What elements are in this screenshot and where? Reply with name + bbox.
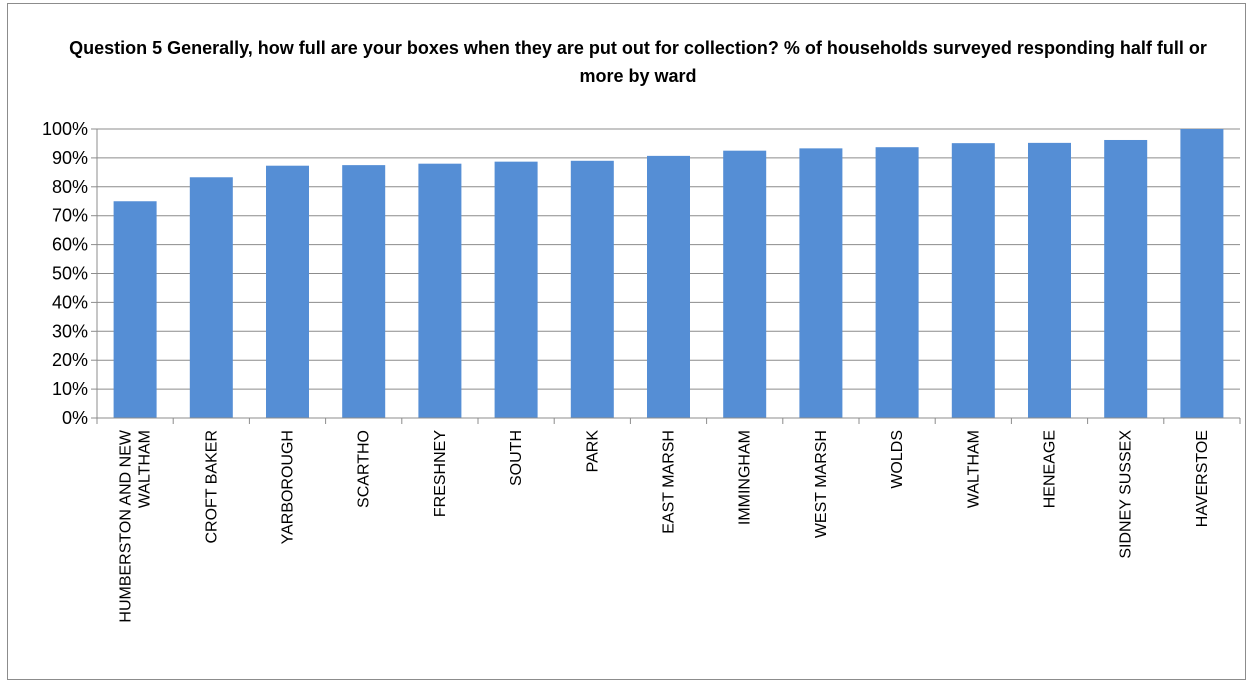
y-tick-label: 30% <box>52 321 88 341</box>
bar-9 <box>723 150 767 419</box>
y-tick-label: 20% <box>52 350 88 370</box>
x-category-label: EAST MARSH <box>661 430 678 534</box>
bar-15 <box>1180 129 1224 418</box>
y-tick-label: 0% <box>62 408 88 428</box>
x-category-label: HAVERSTOE <box>1194 430 1211 527</box>
bar-11 <box>875 147 919 418</box>
bar-12 <box>951 143 995 418</box>
x-category-label-line: SIDNEY SUSSEX <box>1118 430 1135 559</box>
y-tick-label: 80% <box>52 177 88 197</box>
bar-2 <box>189 177 233 418</box>
x-category-label-line: WEST MARSH <box>813 430 830 538</box>
x-category-label: HUMBERSTON AND NEW WALTHAM <box>118 429 154 623</box>
x-category-label-line: CROFT BAKER <box>203 430 220 544</box>
x-category-label-line: SCARTHO <box>356 430 373 508</box>
x-category-label-line: HENEAGE <box>1042 430 1059 508</box>
x-category-label-line: WALTHAM <box>965 430 982 508</box>
y-tick-label: 10% <box>52 379 88 399</box>
x-category-label-line: EAST MARSH <box>661 430 678 534</box>
x-category-label: SCARTHO <box>356 430 373 508</box>
x-category-label: IMMINGHAM <box>737 430 754 525</box>
bar-10 <box>799 148 843 418</box>
x-category-label: WALTHAM <box>965 430 982 508</box>
x-category-label-line: WALTHAM <box>137 430 154 508</box>
chart-title: Question 5 Generally, how full are your … <box>69 38 1207 86</box>
bar-3 <box>266 165 309 418</box>
y-tick-label: 60% <box>52 235 88 255</box>
bar-1 <box>113 201 157 418</box>
x-category-label-line: HAVERSTOE <box>1194 430 1211 527</box>
x-category-label: WOLDS <box>889 430 906 489</box>
bar-6 <box>494 161 538 419</box>
x-category-label-line: YARBOROUGH <box>280 430 297 544</box>
x-category-label-line: PARK <box>584 430 601 473</box>
bar-14 <box>1104 139 1148 418</box>
x-category-label-line: SOUTH <box>508 430 525 486</box>
x-category-label: CROFT BAKER <box>203 430 220 544</box>
y-tick-label: 40% <box>52 292 88 312</box>
x-category-label: PARK <box>584 430 601 473</box>
bar-5 <box>418 163 462 418</box>
x-category-label-line: WOLDS <box>889 430 906 489</box>
bar-8 <box>647 155 690 418</box>
x-category-label: SIDNEY SUSSEX <box>1118 430 1135 559</box>
x-category-label: WEST MARSH <box>813 430 830 538</box>
bar-13 <box>1028 142 1071 418</box>
bar-chart: 0% 10% 20% 30% 40% 50% 60% 70% 80% 90% 100% HUMBERS… <box>42 119 1241 623</box>
x-category-label: HENEAGE <box>1042 430 1059 508</box>
y-tick-label: 70% <box>52 206 88 226</box>
x-category-label-line: IMMINGHAM <box>737 430 754 525</box>
x-category-label: SOUTH <box>508 430 525 486</box>
x-category-label-line: HUMBERSTON AND NEW <box>118 429 135 623</box>
x-category-label: FRESHNEY <box>432 430 449 517</box>
y-tick-label: 90% <box>52 148 88 168</box>
bar-4 <box>342 165 386 418</box>
y-tick-label: 50% <box>52 264 88 284</box>
chart-frame: Question 5 Generally, how full are your … <box>7 3 1246 680</box>
bar-7 <box>570 160 614 419</box>
y-tick-label: 100% <box>42 119 88 139</box>
x-category-label-line: FRESHNEY <box>432 430 449 517</box>
x-category-label: YARBOROUGH <box>280 430 297 544</box>
